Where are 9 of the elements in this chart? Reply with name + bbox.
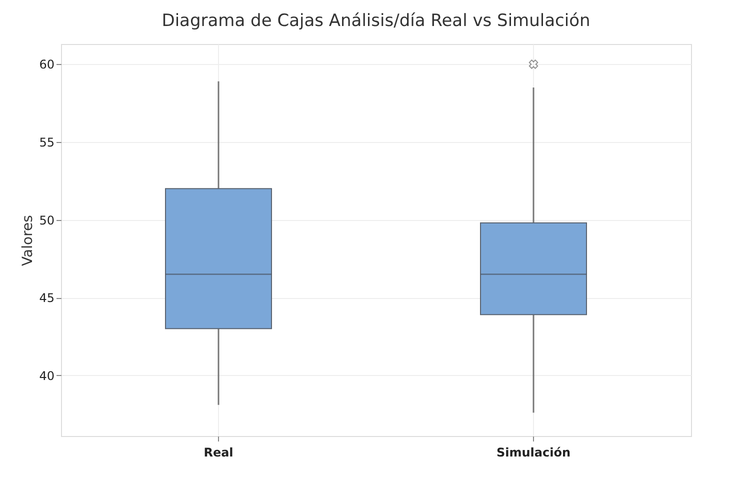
y-tick-label: 40 <box>39 368 54 383</box>
y-axis-title: Valores <box>20 215 36 266</box>
y-tick-label: 45 <box>39 291 54 306</box>
x-tick-label: Real <box>204 446 234 460</box>
x-tick-label: Simulación <box>496 446 571 460</box>
chart-title: Diagrama de Cajas Análisis/día Real vs Simulación <box>162 11 590 31</box>
y-tick-label: 55 <box>39 136 54 150</box>
y-tick-label: 60 <box>39 58 54 72</box>
y-tick-label: 50 <box>39 213 54 228</box>
